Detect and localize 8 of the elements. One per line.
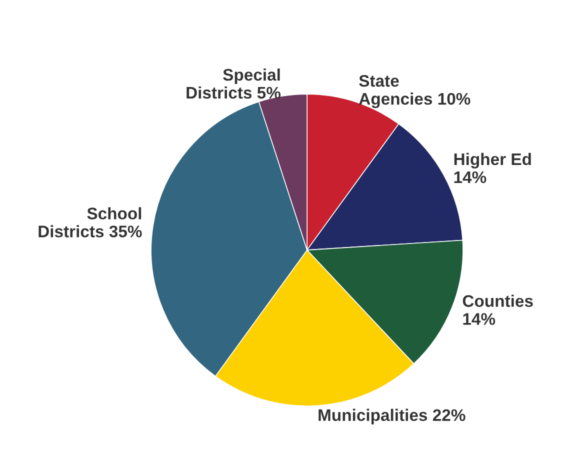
data-label: 14%	[463, 313, 496, 325]
slice-label: Municipalities 22%	[318, 408, 466, 424]
slice-label: School Districts 35%	[38, 207, 142, 238]
slice-label: Special Districts 5%	[186, 68, 281, 99]
slice-label: Higher Ed	[454, 152, 531, 168]
slice-label: State Agencies 10%	[359, 75, 470, 108]
slice-label: Counties	[462, 294, 533, 307]
data-label: 14%	[454, 171, 486, 184]
